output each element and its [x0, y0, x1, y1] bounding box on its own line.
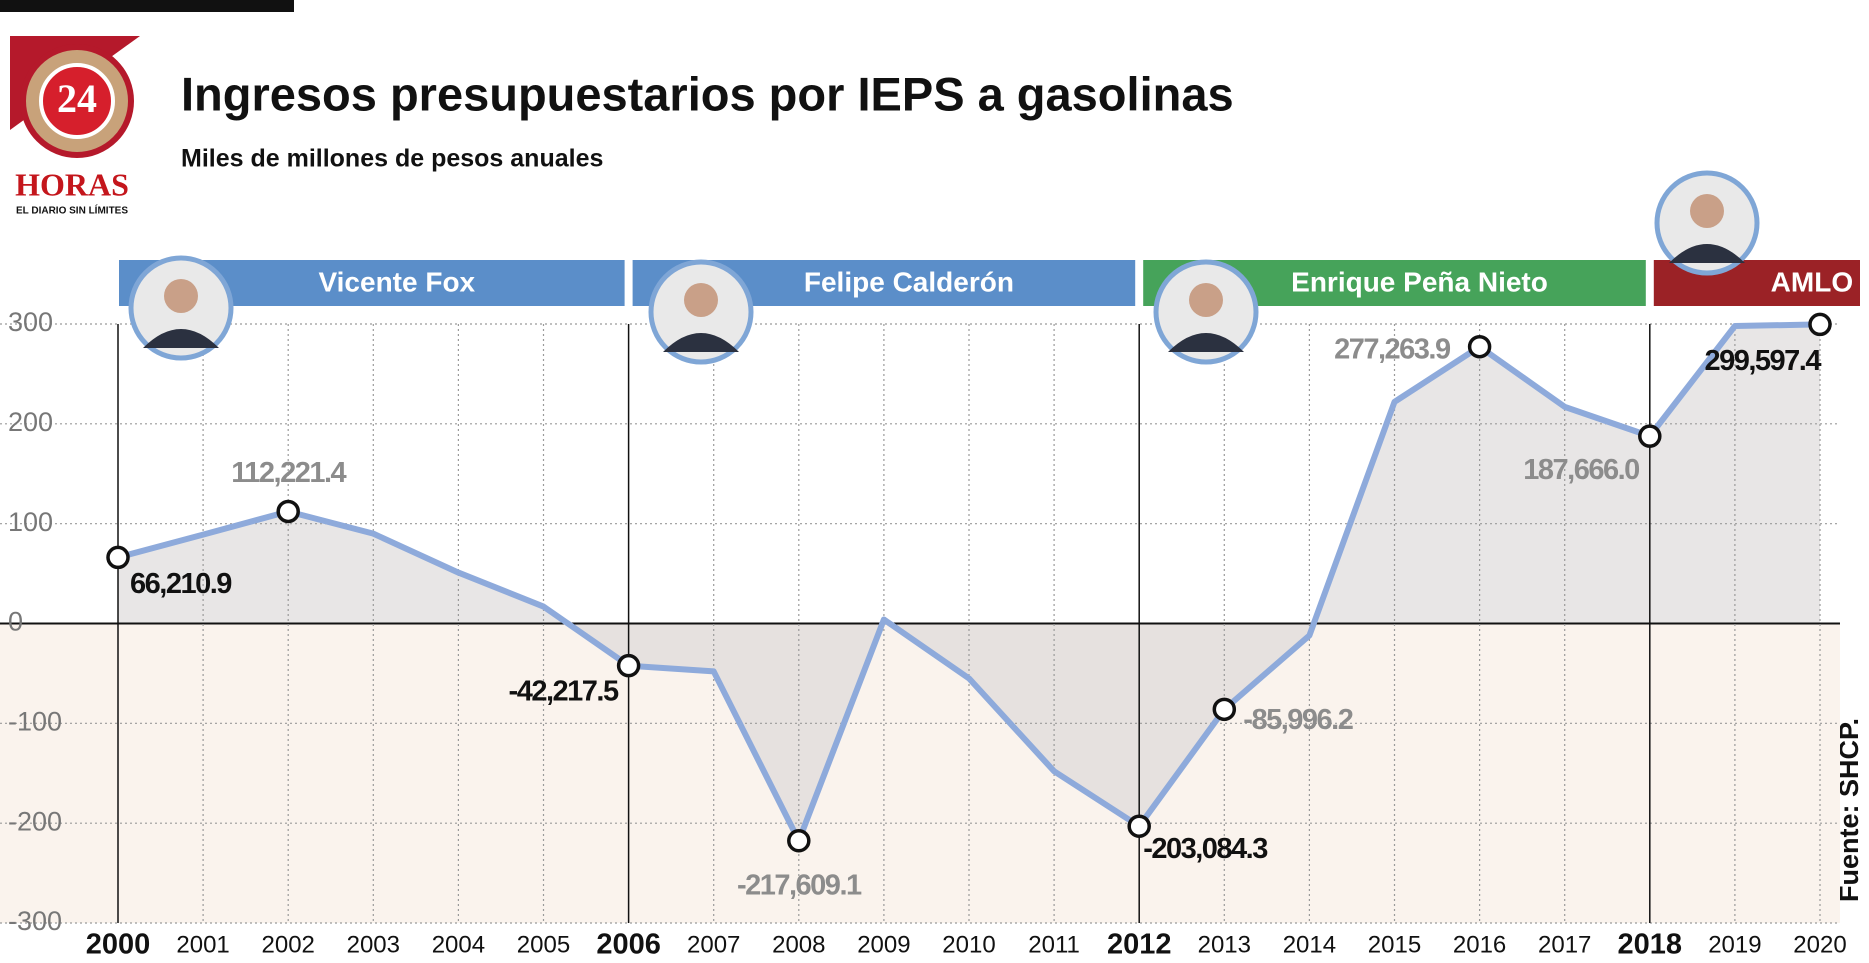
value-label: 187,666.0	[1523, 454, 1639, 486]
data-point	[1808, 312, 1832, 337]
x-tick-label: 2012	[1107, 929, 1172, 961]
logo-name: HORAS	[15, 166, 129, 202]
portrait-head	[164, 279, 198, 313]
y-tick-label: 0	[8, 607, 23, 637]
portrait-head	[684, 283, 718, 317]
x-tick-label: 2000	[86, 929, 151, 961]
x-tick-label: 2010	[942, 931, 995, 958]
portrait-head	[1189, 283, 1223, 317]
x-tick-label: 2001	[176, 931, 229, 958]
logo-number: 24	[57, 76, 97, 121]
value-label: -217,609.1	[737, 869, 862, 901]
y-tick-label: 200	[8, 407, 53, 437]
top-bar	[0, 0, 294, 12]
negative-region	[0, 623, 1840, 923]
period-name: AMLO	[1771, 266, 1853, 297]
portrait-body	[1168, 333, 1244, 352]
period-name: Felipe Calderón	[804, 266, 1014, 297]
x-tick-label: 2017	[1538, 931, 1591, 958]
value-label: 112,221.4	[231, 457, 346, 489]
x-tick-label: 2016	[1453, 931, 1506, 958]
data-line	[117, 321, 1821, 844]
chart-title: Ingresos presupuestarios por IEPS a gaso…	[181, 67, 1234, 120]
chart-subtitle: Miles de millones de pesos anuales	[181, 145, 603, 173]
data-point	[787, 828, 811, 853]
value-label: 66,210.9	[130, 568, 232, 600]
logo-circle	[39, 63, 115, 139]
logo: 24 HORAS EL DIARIO SIN LÍMITES	[10, 36, 140, 217]
x-tick-label: 2009	[857, 931, 910, 958]
value-label: 299,597.4	[1704, 345, 1821, 377]
y-tick-label: -300	[8, 906, 62, 936]
x-tick-label: 2019	[1708, 931, 1761, 958]
y-tick-label: 100	[8, 507, 53, 537]
x-tick-label: 2002	[262, 931, 315, 958]
plot: -300 -200 -100 0 100 200 300 2000 2001 2002 2003 20…	[0, 170, 1860, 961]
data-point	[1212, 697, 1237, 722]
x-tick-label: 2011	[1028, 931, 1080, 958]
x-tick-label: 2004	[432, 931, 485, 958]
value-label: -203,084.3	[1143, 833, 1268, 865]
y-tick-label: 300	[8, 307, 53, 337]
y-tick-label: -100	[8, 706, 62, 736]
data-point	[1467, 334, 1492, 359]
x-tick-label: 2015	[1368, 931, 1421, 958]
x-tick-label: 2003	[347, 931, 400, 958]
value-label: -85,996.2	[1243, 704, 1352, 736]
value-label: -42,217.5	[509, 675, 619, 707]
data-point	[276, 499, 300, 524]
portrait-body	[1669, 244, 1745, 263]
x-tick-label: 2006	[596, 929, 661, 961]
logo-tagline: EL DIARIO SIN LÍMITES	[16, 204, 128, 217]
data-point	[1638, 424, 1662, 448]
y-tick-label: -200	[8, 806, 62, 836]
x-tick-label: 2013	[1198, 931, 1251, 958]
data-point	[1127, 814, 1151, 838]
period-name: Enrique Peña Nieto	[1291, 266, 1548, 297]
data-point	[616, 653, 641, 678]
x-tick-label: 2018	[1618, 929, 1683, 961]
value-label: 277,263.9	[1334, 333, 1451, 365]
area-fill	[118, 324, 1820, 841]
x-tick-label: 2005	[517, 931, 570, 958]
x-tick-label: 2014	[1283, 931, 1336, 958]
portrait-body	[663, 333, 739, 352]
x-tick-label: 2007	[687, 931, 740, 958]
portrait-head	[1690, 194, 1724, 228]
x-tick-label: 2008	[772, 931, 825, 958]
portrait-body	[143, 329, 219, 348]
period-name: Vicente Fox	[318, 266, 475, 297]
data-point	[106, 545, 130, 570]
x-tick-label: 2020	[1793, 931, 1846, 958]
